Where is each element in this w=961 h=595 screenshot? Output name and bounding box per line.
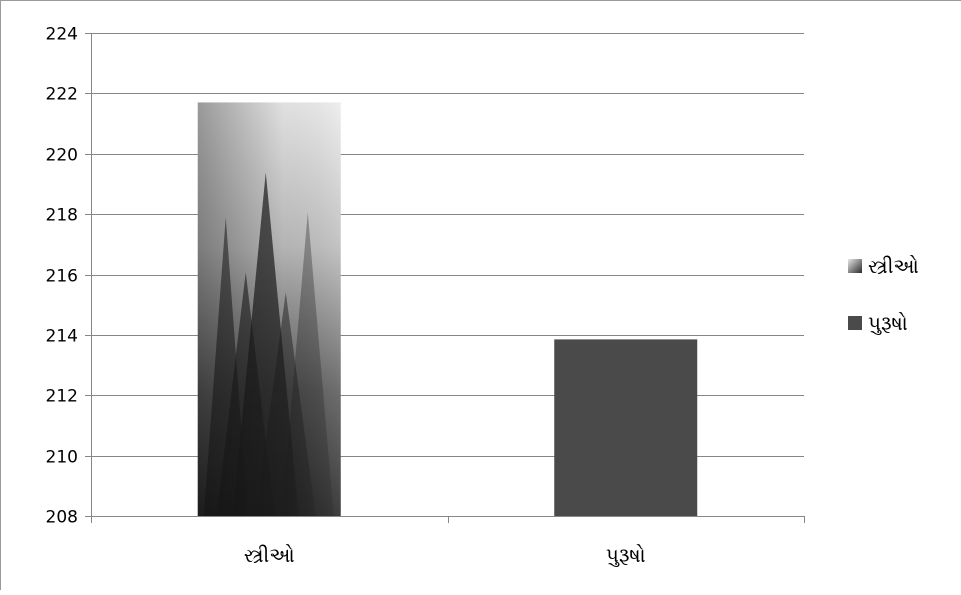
- y-tick-label: 214: [46, 327, 78, 347]
- bar-shade: [197, 102, 341, 517]
- legend-label: પુરૂષો: [868, 311, 908, 335]
- x-tick-label: પુરૂષો: [606, 543, 646, 567]
- tick-labels: 208 210 212 214 216 218 220 222 224 સ્ત્રીઓ પુરૂષો: [46, 25, 646, 568]
- y-tick-label: 208: [46, 508, 78, 528]
- legend: સ્ત્રીઓ પુરૂષો: [848, 254, 919, 335]
- legend-item: પુરૂષો: [848, 311, 908, 335]
- y-tick-label: 224: [46, 25, 78, 45]
- x-tick-label: સ્ત્રીઓ: [244, 543, 295, 567]
- legend-item: સ્ત્રીઓ: [848, 254, 919, 278]
- legend-label: સ્ત્રીઓ: [868, 254, 919, 278]
- y-tick-label: 220: [46, 146, 78, 166]
- bar-purusho: [554, 339, 698, 516]
- axes: [85, 33, 805, 523]
- bars: [197, 102, 698, 517]
- y-tick-label: 222: [46, 85, 78, 105]
- legend-swatch: [848, 259, 862, 273]
- y-tick-label: 218: [46, 206, 78, 226]
- bar-striiyo: [197, 102, 341, 517]
- y-tick-label: 216: [46, 267, 78, 287]
- legend-swatch: [848, 316, 862, 330]
- y-tick-label: 212: [46, 387, 78, 407]
- y-tick-label: 210: [46, 448, 78, 468]
